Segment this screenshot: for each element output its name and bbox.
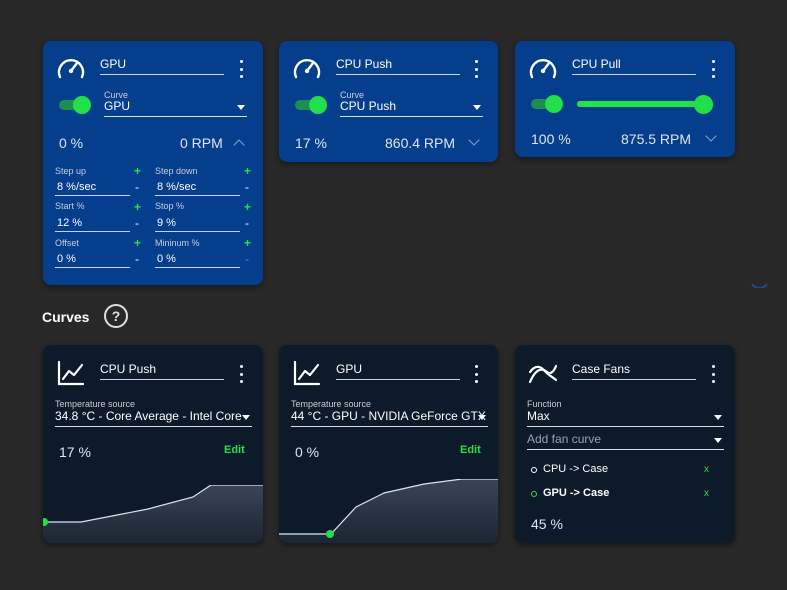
more-vertical-icon[interactable] xyxy=(470,365,482,383)
fan-percent: 100 % xyxy=(531,131,571,147)
chevron-down-icon[interactable] xyxy=(705,130,717,142)
chevron-down-icon[interactable] xyxy=(468,134,480,146)
edit-curve-link[interactable]: Edit xyxy=(224,444,245,456)
fan-percent: 0 % xyxy=(59,135,84,151)
fan-rpm: 0 RPM xyxy=(180,135,223,151)
temperature-source-label: Temperature source xyxy=(55,399,136,409)
start-field[interactable]: 12 % xyxy=(55,217,130,232)
curve-percent: 17 % xyxy=(59,444,91,460)
step-down-increase[interactable]: + xyxy=(244,164,252,178)
offset-label: Offset xyxy=(55,238,79,248)
manual-slider-fill xyxy=(577,101,707,107)
control-name-field[interactable]: GPU xyxy=(100,57,224,75)
control-name-field[interactable]: CPU Pull xyxy=(572,57,696,75)
start-decrease[interactable]: - xyxy=(135,216,139,230)
chevron-down-icon xyxy=(714,438,722,443)
function-label: Function xyxy=(527,399,562,409)
stop-field[interactable]: 9 % xyxy=(155,217,240,232)
loading-spinner-icon xyxy=(751,283,768,288)
stop-increase[interactable]: + xyxy=(244,200,252,214)
start-increase[interactable]: + xyxy=(134,200,142,214)
curve-percent: 0 % xyxy=(295,444,320,460)
curve-select[interactable]: GPU xyxy=(104,99,247,117)
step-up-label: Step up xyxy=(55,166,87,176)
curve-member-label: CPU -> Case xyxy=(543,463,609,475)
chevron-down-icon xyxy=(237,105,245,110)
line-graph-icon xyxy=(293,360,321,386)
manual-slider-handle[interactable] xyxy=(694,95,713,114)
add-fan-curve-select[interactable]: Add fan curve xyxy=(527,432,724,450)
more-vertical-icon[interactable] xyxy=(707,60,719,78)
curve-member-marker xyxy=(531,491,537,497)
curve-select[interactable]: CPU Push xyxy=(340,99,483,117)
more-vertical-icon[interactable] xyxy=(470,60,482,78)
enable-toggle-knob[interactable] xyxy=(73,96,91,114)
curve-graph xyxy=(43,485,263,543)
curve-name-field[interactable]: CPU Push xyxy=(100,362,224,380)
curves-section-title: Curves xyxy=(42,309,90,325)
remove-member-button[interactable]: x xyxy=(704,464,709,475)
step-down-field[interactable]: 8 %/sec xyxy=(155,181,240,196)
fan-rpm: 875.5 RPM xyxy=(621,131,692,147)
temperature-source-select[interactable]: 34.8 °C - Core Average - Intel Core xyxy=(55,409,252,427)
chevron-down-icon xyxy=(242,415,250,420)
curve-card-case-fans: Case Fans Function Max Add fan curve CPU… xyxy=(515,345,735,543)
control-name-field[interactable]: CPU Push xyxy=(336,57,460,75)
enable-toggle-knob[interactable] xyxy=(309,96,327,114)
remove-member-button[interactable]: x xyxy=(704,488,709,499)
chevron-down-icon xyxy=(478,415,486,420)
curve-member-label: GPU -> Case xyxy=(543,487,610,499)
fan-rpm: 860.4 RPM xyxy=(385,135,456,151)
enable-toggle-knob[interactable] xyxy=(545,95,563,113)
curve-member-marker xyxy=(531,467,537,473)
minimum-decrease[interactable]: - xyxy=(245,252,249,266)
curve-percent: 45 % xyxy=(531,516,563,532)
control-card-gpu: GPU Curve GPU 0 % 0 RPM Step up + 8 %/se… xyxy=(43,41,263,285)
mix-curve-icon xyxy=(528,364,558,384)
line-graph-icon xyxy=(57,360,85,386)
step-up-increase[interactable]: + xyxy=(134,164,142,178)
step-down-decrease[interactable]: - xyxy=(245,180,249,194)
edit-curve-link[interactable]: Edit xyxy=(460,444,481,456)
speedometer-icon xyxy=(529,59,557,79)
more-vertical-icon[interactable] xyxy=(707,365,719,383)
control-card-cpu-pull: CPU Pull 100 % 875.5 RPM xyxy=(515,41,735,157)
temperature-source-select[interactable]: 44 °C - GPU - NVIDIA GeForce GTX xyxy=(291,409,488,427)
offset-increase[interactable]: + xyxy=(134,236,142,250)
minimum-increase[interactable]: + xyxy=(244,236,252,250)
start-label: Start % xyxy=(55,201,85,211)
speedometer-icon xyxy=(293,59,321,79)
step-up-decrease[interactable]: - xyxy=(135,180,139,194)
curve-name-field[interactable]: GPU xyxy=(336,362,460,380)
curve-label: Curve xyxy=(104,90,129,100)
offset-decrease[interactable]: - xyxy=(135,252,139,266)
minimum-field[interactable]: 0 % xyxy=(155,253,240,268)
minimum-label: Mininum % xyxy=(155,238,200,248)
stop-decrease[interactable]: - xyxy=(245,216,249,230)
offset-field[interactable]: 0 % xyxy=(55,253,130,268)
curve-graph xyxy=(279,479,498,543)
control-card-cpu-push: CPU Push Curve CPU Push 17 % 860.4 RPM xyxy=(279,41,498,162)
fan-percent: 17 % xyxy=(295,135,327,151)
curve-card-gpu: GPU Temperature source 44 °C - GPU - NVI… xyxy=(279,345,498,543)
stop-label: Stop % xyxy=(155,201,185,211)
more-vertical-icon[interactable] xyxy=(235,60,247,78)
function-select[interactable]: Max xyxy=(527,409,724,427)
chevron-down-icon xyxy=(714,415,722,420)
help-icon[interactable]: ? xyxy=(104,304,128,328)
chevron-down-icon xyxy=(473,105,481,110)
temperature-source-label: Temperature source xyxy=(291,399,372,409)
curve-label: Curve xyxy=(340,90,365,100)
curve-card-cpu-push: CPU Push Temperature source 34.8 °C - Co… xyxy=(43,345,263,543)
speedometer-icon xyxy=(57,59,85,79)
more-vertical-icon[interactable] xyxy=(235,365,247,383)
step-down-label: Step down xyxy=(155,166,198,176)
chevron-up-icon[interactable] xyxy=(233,139,245,151)
curve-name-field[interactable]: Case Fans xyxy=(572,362,696,380)
step-up-field[interactable]: 8 %/sec xyxy=(55,181,130,196)
